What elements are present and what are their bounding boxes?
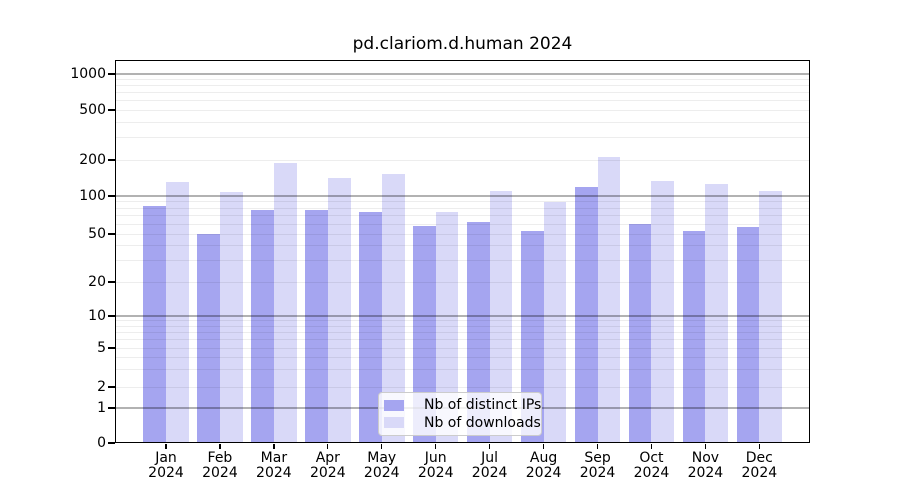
x-tick-label: Dec 2024: [741, 450, 778, 481]
legend: Nb of distinct IPs Nb of downloads: [378, 392, 542, 436]
x-tick-mark: [488, 444, 491, 449]
y-tick-label: 50: [88, 226, 106, 242]
y-tick-label: 2: [97, 379, 106, 395]
bar-downloads-mar: [273, 162, 297, 443]
bar-distinct-ips-nov: [682, 230, 706, 443]
bar-downloads-sep: [597, 157, 621, 443]
x-tick-label: Apr 2024: [309, 450, 346, 481]
y-tick-label: 5: [97, 340, 106, 356]
legend-label-distinct-ips: Nb of distinct IPs: [424, 397, 542, 414]
bar-downloads-dec: [759, 191, 783, 443]
x-tick-label: Nov 2024: [687, 450, 724, 481]
minor-gridline: [115, 85, 810, 87]
minor-gridline: [115, 109, 810, 111]
y-tick-label: 200: [79, 152, 106, 168]
bar-downloads-aug: [543, 202, 567, 443]
major-gridline: [115, 73, 810, 75]
bar-downloads-feb: [219, 192, 243, 443]
y-tick-label: 0: [97, 435, 106, 451]
y-tick-mark: [108, 195, 115, 197]
x-tick-label: Mar 2024: [256, 450, 292, 481]
minor-gridline: [115, 92, 810, 94]
x-tick-mark: [273, 444, 275, 449]
legend-label-downloads: Nb of downloads: [424, 414, 541, 431]
x-tick-mark: [596, 444, 599, 449]
bar-downloads-oct: [651, 180, 675, 443]
bar-distinct-ips-may: [358, 211, 382, 443]
x-tick-mark: [381, 444, 383, 449]
minor-gridline: [115, 159, 810, 161]
y-tick-mark: [108, 386, 115, 388]
bar-distinct-ips-jan: [143, 205, 166, 443]
x-tick-label: Jul 2024: [471, 450, 508, 481]
x-tick-label: Jun 2024: [417, 450, 454, 481]
bar-distinct-ips-mar: [251, 209, 274, 443]
x-tick-label: Feb 2024: [202, 450, 238, 481]
y-tick-label: 500: [79, 102, 106, 118]
x-tick-mark: [704, 444, 707, 449]
y-tick-label: 1000: [70, 66, 106, 82]
x-tick-label: Aug 2024: [525, 450, 562, 481]
x-tick-label: Jan 2024: [148, 450, 184, 481]
bar-downloads-apr: [327, 178, 351, 443]
legend-item-downloads: Nb of downloads: [384, 415, 541, 431]
plot-area: [115, 60, 810, 443]
x-tick-label: May 2024: [363, 450, 400, 481]
bar-distinct-ips-oct: [628, 224, 652, 443]
x-tick-mark: [219, 444, 221, 449]
y-tick-mark: [108, 73, 115, 75]
x-tick-label: Oct 2024: [633, 450, 670, 481]
bar-downloads-may: [381, 174, 405, 443]
bar-downloads-jan: [166, 181, 189, 443]
x-tick-mark: [758, 444, 760, 449]
bar-distinct-ips-jul: [466, 222, 490, 443]
y-tick-mark: [108, 407, 115, 409]
bar-downloads-jun: [435, 211, 459, 443]
x-tick-label: Sep 2024: [579, 450, 616, 481]
minor-gridline: [115, 100, 810, 102]
y-tick-mark: [108, 159, 115, 161]
x-tick-mark: [165, 444, 167, 449]
bar-distinct-ips-dec: [736, 226, 760, 443]
bar-distinct-ips-aug: [520, 230, 544, 443]
y-tick-mark: [108, 281, 115, 283]
chart-title: pd.clariom.d.human 2024: [352, 34, 573, 54]
minor-gridline: [115, 121, 810, 123]
legend-swatch-distinct-ips: [384, 399, 404, 411]
x-tick-mark: [435, 444, 437, 449]
legend-swatch-downloads: [384, 417, 404, 429]
x-tick-mark: [542, 444, 545, 449]
bar-distinct-ips-jun: [412, 225, 436, 443]
bar-distinct-ips-apr: [305, 209, 328, 443]
legend-item-distinct-ips: Nb of distinct IPs: [384, 397, 541, 413]
y-tick-label: 20: [88, 274, 106, 290]
x-tick-mark: [327, 444, 329, 449]
y-tick-label: 10: [88, 308, 106, 324]
y-tick-mark: [108, 109, 115, 111]
bar-downloads-nov: [705, 184, 729, 443]
minor-gridline: [115, 137, 810, 139]
y-tick-label: 100: [79, 188, 106, 204]
bar-downloads-jul: [489, 191, 513, 443]
y-tick-mark: [108, 233, 115, 235]
y-tick-mark: [108, 347, 115, 349]
minor-gridline: [115, 78, 810, 80]
bar-distinct-ips-sep: [574, 186, 598, 443]
y-tick-label: 1: [97, 400, 106, 416]
y-tick-mark: [108, 442, 115, 444]
bar-distinct-ips-feb: [197, 234, 220, 443]
y-tick-mark: [108, 315, 115, 317]
x-tick-mark: [650, 444, 653, 449]
